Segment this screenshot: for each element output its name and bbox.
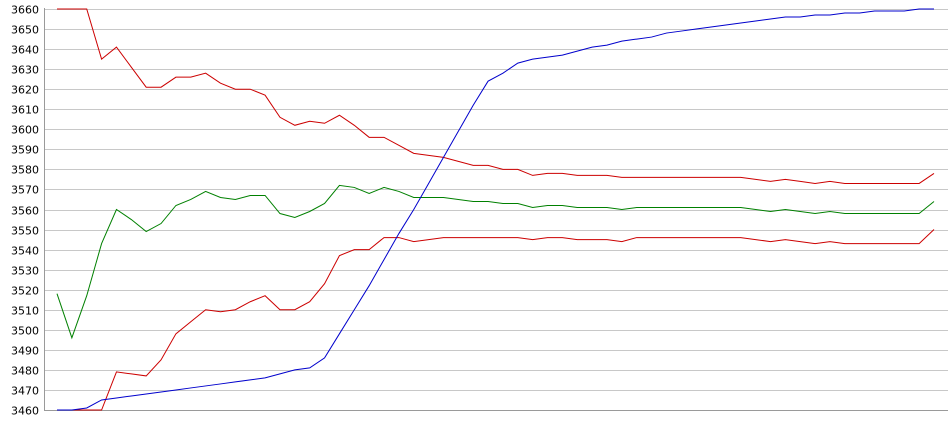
series-line-3 — [56, 184, 935, 340]
y-tick-label-3530: 3530 — [11, 265, 39, 278]
y-tick-labels: 3460 3470 3480 3490 3500 3510 3520 3530 3540 3550… — [11, 4, 39, 418]
y-tick-label-3460: 3460 — [11, 405, 39, 418]
y-tick-label-3640: 3640 — [11, 44, 39, 57]
y-tick-label-3480: 3480 — [11, 365, 39, 378]
series-line-1 — [57, 8, 935, 184]
y-tick-label-3550: 3550 — [11, 225, 39, 238]
y-tick-label-3660: 3660 — [11, 4, 39, 17]
y-tick-label-3650: 3650 — [11, 24, 39, 37]
y-tick-label-3500: 3500 — [11, 325, 39, 338]
grid-lines — [44, 9, 948, 411]
y-tick-label-3620: 3620 — [11, 84, 39, 97]
series-line-4 — [57, 8, 934, 411]
y-tick-label-3610: 3610 — [11, 104, 39, 117]
y-tick-label-3520: 3520 — [11, 285, 39, 298]
series-lines — [56, 8, 935, 411]
y-tick-label-3560: 3560 — [11, 205, 39, 218]
series-line-2 — [57, 229, 935, 411]
y-tick-label-3590: 3590 — [11, 144, 39, 157]
y-tick-label-3510: 3510 — [11, 305, 39, 318]
y-tick-label-3630: 3630 — [11, 64, 39, 77]
y-tick-label-3490: 3490 — [11, 345, 39, 358]
y-tick-label-3570: 3570 — [11, 184, 39, 197]
y-tick-label-3470: 3470 — [11, 385, 39, 398]
y-tick-label-3540: 3540 — [11, 245, 39, 258]
y-tick-label-3600: 3600 — [11, 124, 39, 137]
y-tick-label-3580: 3580 — [11, 164, 39, 177]
axes — [44, 8, 948, 411]
